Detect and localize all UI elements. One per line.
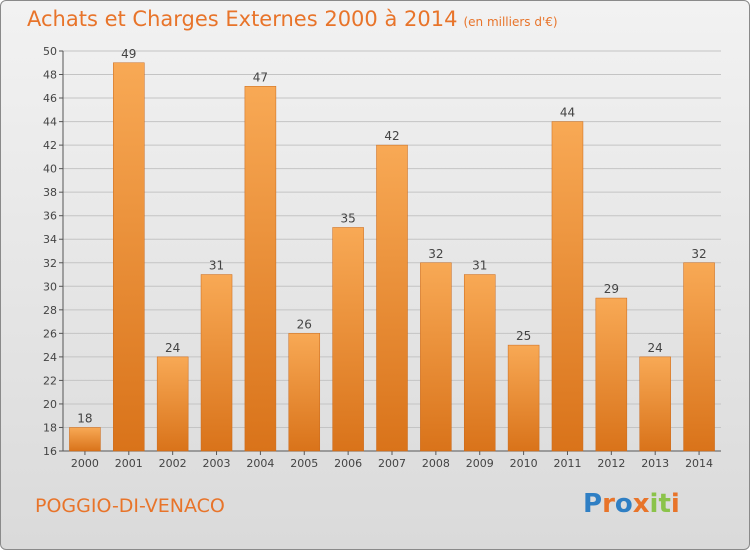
bar-2014	[683, 262, 715, 452]
x-tick-label: 2002	[159, 457, 187, 470]
logo-letter: o	[614, 489, 633, 519]
bar-2006	[332, 227, 364, 452]
y-tick-label: 40	[43, 163, 57, 176]
y-tick-label: 36	[43, 210, 57, 223]
y-tick-label: 24	[43, 351, 57, 364]
x-tick-label: 2004	[246, 457, 274, 470]
y-tick-label: 20	[43, 398, 57, 411]
y-tick-label: 48	[43, 69, 57, 82]
bar-2011	[551, 121, 584, 452]
y-tick-label: 28	[43, 304, 57, 317]
data-label: 32	[428, 247, 443, 261]
bar-2002	[156, 356, 189, 452]
proxiti-logo: Proxiti	[583, 489, 680, 519]
y-tick-label: 50	[43, 45, 57, 58]
y-tick-label: 16	[43, 445, 57, 458]
x-tick-label: 2005	[290, 457, 318, 470]
data-label: 32	[691, 247, 706, 261]
x-tick-label: 2011	[553, 457, 581, 470]
logo-letter: x	[632, 489, 650, 519]
bar-2005	[288, 333, 321, 452]
y-tick-label: 44	[43, 116, 57, 129]
data-label: 31	[472, 259, 487, 273]
y-tick-label: 46	[43, 92, 57, 105]
logo-letter: P	[583, 489, 603, 519]
data-label: 42	[384, 129, 399, 143]
logo-letter: r	[602, 489, 615, 519]
bar-2013	[639, 356, 671, 452]
x-tick-label: 2010	[510, 457, 538, 470]
chart-subtitle: (en milliers d'€)	[463, 15, 558, 29]
x-tick-label: 2001	[115, 457, 143, 470]
bar-2000	[69, 427, 101, 452]
data-labels: 18 49 24 31 47 26 35 42 32 31 25 44 29 24 32	[77, 47, 706, 426]
bar-2012	[595, 297, 628, 452]
x-tick-label: 2009	[466, 457, 494, 470]
x-tick-label: 2013	[641, 457, 669, 470]
data-label: 29	[604, 282, 619, 296]
y-tick-label: 26	[43, 327, 57, 340]
data-label: 44	[560, 106, 575, 120]
x-tick-label: 2014	[685, 457, 713, 470]
y-tick-label: 38	[43, 186, 57, 199]
logo-letter: i	[670, 489, 680, 519]
bar-2004	[244, 86, 277, 452]
chart-title-text: Achats et Charges Externes 2000 à 2014	[27, 7, 458, 31]
y-tick-label: 22	[43, 374, 57, 387]
x-tick-label: 2007	[378, 457, 406, 470]
data-label: 18	[77, 411, 92, 425]
chart-title: Achats et Charges Externes 2000 à 2014 (e…	[27, 7, 558, 31]
x-tick-label: 2000	[71, 457, 99, 470]
data-label: 49	[121, 47, 136, 61]
data-label: 24	[165, 341, 180, 355]
data-label: 35	[340, 211, 355, 225]
bar-2010	[507, 344, 540, 452]
x-tick-label: 2008	[422, 457, 450, 470]
y-tick-label: 34	[43, 233, 57, 246]
x-tick-label: 2012	[597, 457, 625, 470]
data-label: 47	[253, 70, 268, 84]
y-tick-label: 42	[43, 139, 57, 152]
y-tick-label: 30	[43, 280, 57, 293]
logo-letter: t	[658, 489, 671, 519]
x-tick-label: 2006	[334, 457, 362, 470]
logo-letter: i	[649, 489, 659, 519]
y-tick-label: 18	[43, 421, 57, 434]
bar-2007	[376, 144, 408, 452]
data-label: 26	[297, 317, 312, 331]
x-tick-label: 2003	[203, 457, 231, 470]
y-tick-label: 32	[43, 257, 57, 270]
bar-2008	[420, 262, 452, 452]
bar-2009	[463, 274, 496, 452]
bar-2001	[113, 62, 145, 452]
commune-name: POGGIO-DI-VENACO	[35, 495, 225, 517]
data-label: 25	[516, 329, 531, 343]
data-label: 24	[648, 341, 663, 355]
bars	[69, 62, 715, 452]
data-label: 31	[209, 259, 224, 273]
bar-2003	[200, 274, 233, 452]
